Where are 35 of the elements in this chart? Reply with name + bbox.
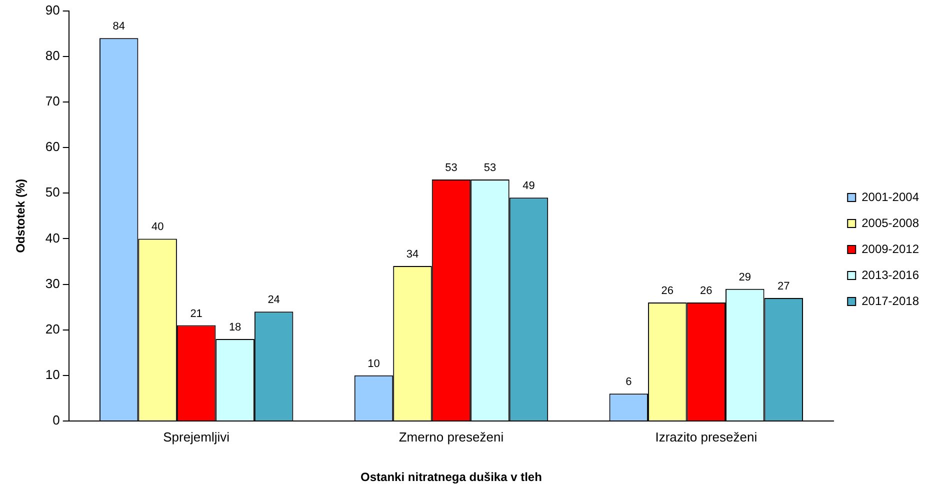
y-tick-label: 20 — [45, 321, 60, 336]
y-tick-label: 50 — [45, 184, 60, 200]
legend-label: 2001-2004 — [862, 190, 920, 204]
y-tick-label: 30 — [45, 276, 60, 291]
data-label: 6 — [626, 376, 632, 388]
y-axis-title: Odstotek (%) — [14, 178, 28, 253]
data-label: 21 — [190, 308, 202, 320]
legend-label: 2009-2012 — [862, 242, 920, 256]
data-label: 29 — [738, 271, 752, 284]
y-tick-label: 10 — [45, 367, 60, 382]
data-label: 53 — [484, 162, 496, 174]
data-label: 10 — [368, 358, 380, 370]
data-label: 53 — [445, 162, 458, 174]
data-label: 24 — [268, 294, 280, 306]
y-tick-label: 60 — [45, 139, 60, 154]
data-label: 26 — [661, 285, 674, 298]
y-tick-label: 0 — [52, 412, 60, 428]
x-tick-label: Izrazito preseženi — [655, 429, 758, 444]
x-axis-title: Ostanki nitratnega dušika v tleh — [360, 470, 542, 484]
data-label: 27 — [778, 280, 790, 292]
y-tick-label: 80 — [45, 48, 60, 63]
data-label: 26 — [700, 285, 712, 298]
x-tick-label: Sprejemljivi — [163, 429, 230, 444]
y-tick-label: 40 — [45, 230, 60, 246]
x-tick-label: Zmerno preseženi — [398, 429, 504, 444]
data-label: 40 — [151, 221, 164, 234]
data-label: 49 — [522, 180, 535, 192]
y-tick-label: 90 — [45, 2, 60, 18]
data-label: 84 — [112, 20, 125, 33]
legend-label: 2013-2016 — [862, 268, 920, 282]
legend-label: 2005-2008 — [862, 216, 920, 230]
data-label: 18 — [228, 321, 242, 334]
legend-label: 2017-2018 — [862, 294, 920, 308]
data-label: 34 — [406, 248, 419, 261]
y-tick-label: 70 — [45, 94, 60, 109]
